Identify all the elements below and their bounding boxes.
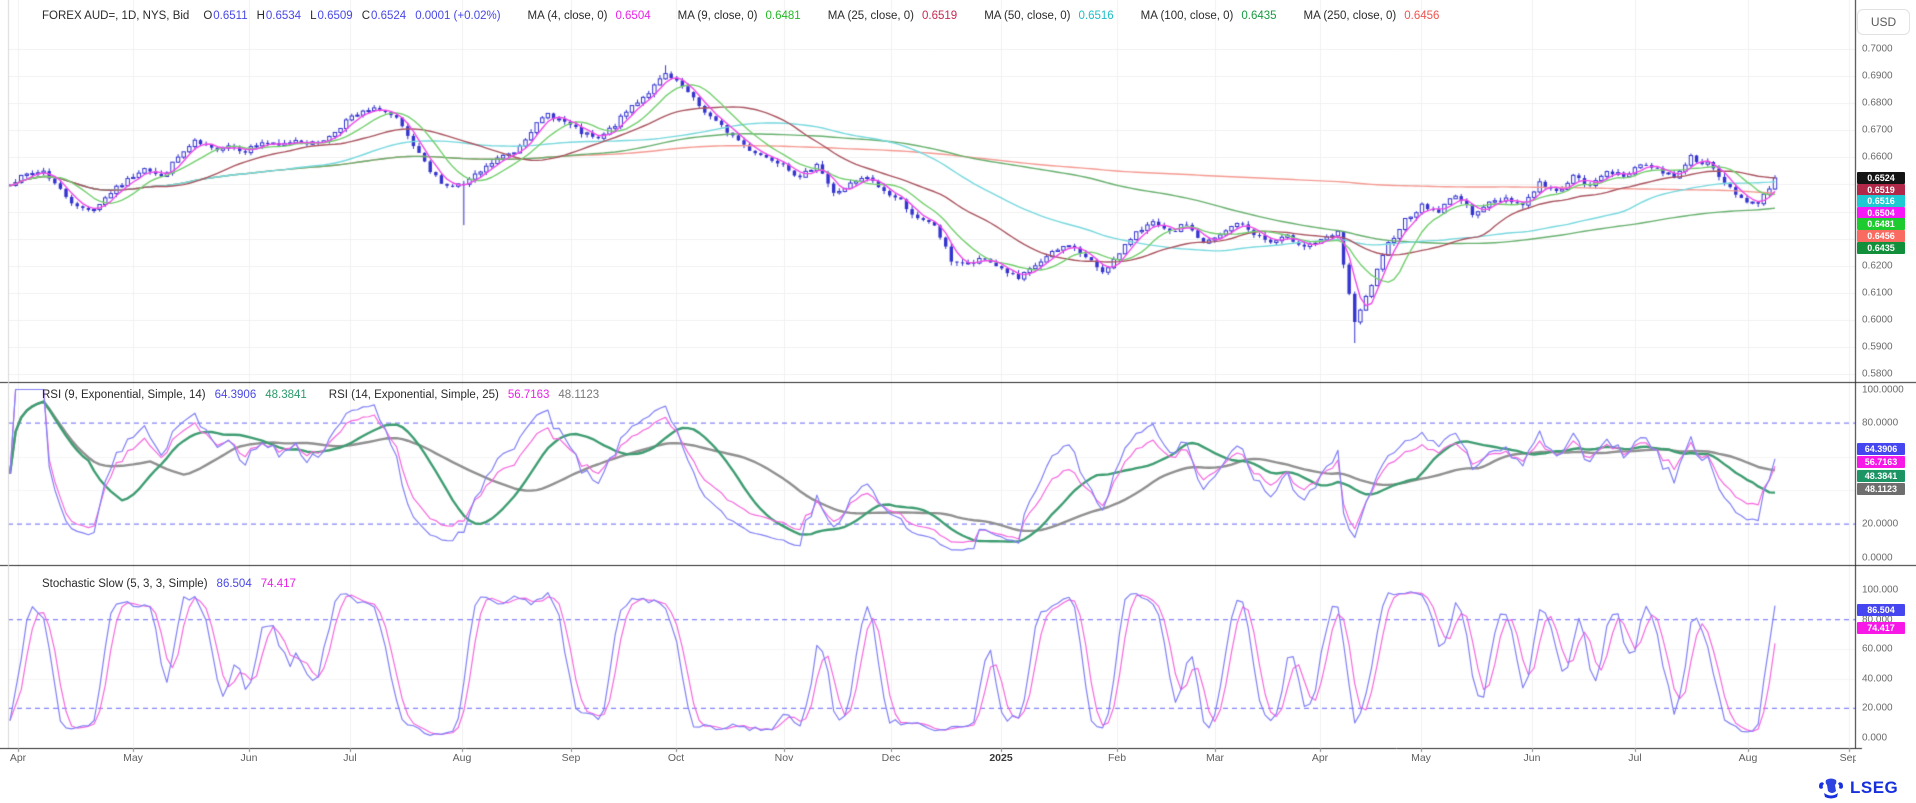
price-badge: 0.6524 [1857, 171, 1905, 184]
legend-segment: C [361, 10, 370, 22]
month-label: Feb [1107, 752, 1127, 764]
legend-segment: 0.6519 [922, 10, 958, 22]
axis-tick-label: 60.000 [1862, 643, 1893, 655]
legend-segment: H [256, 10, 265, 22]
price-badge: 0.6519 [1857, 183, 1905, 196]
legend-segment: 48.3841 [265, 389, 307, 401]
legend-segment: 86.504 [216, 578, 252, 590]
time-axis: Apr May Jun Jul Aug Sep Oct Nov Dec 2025 Feb Mar Apr… [0, 752, 1856, 770]
stoch-badge: 86.504 [1857, 603, 1905, 616]
axis-tick-label: 100.0000 [1862, 384, 1904, 395]
price-badge: 0.6456 [1857, 229, 1905, 242]
axis-tick-label: 0.5900 [1862, 341, 1893, 353]
legend-segment: MA (100, close, 0) [1140, 10, 1234, 22]
rsi-legend: RSI (9, Exponential, Simple, 14) 64.3906 4… [42, 389, 599, 401]
axis-tick-label: 0.6800 [1862, 97, 1893, 109]
legend-segment: 0.6534 [265, 10, 302, 22]
legend-segment: Stochastic Slow (5, 3, 3, Simple) [42, 578, 208, 590]
axis-tick-label: 100.000 [1862, 584, 1899, 596]
lseg-logo-text: LSEG [1850, 778, 1899, 797]
month-label: Mar [1205, 752, 1225, 764]
legend-segment: MA (25, close, 0) [827, 10, 914, 22]
lseg-logo: LSEG [1818, 777, 1898, 799]
rsi-badge: 56.7163 [1857, 456, 1905, 469]
axis-tick-label: 0.000 [1862, 732, 1888, 744]
legend-segment: 0.6481 [765, 10, 801, 22]
axis-tick-label: 80.000 [1862, 614, 1893, 626]
axis-tick-label: 0.6000 [1862, 314, 1893, 326]
month-label: Apr [9, 752, 27, 764]
price-badge: 0.6504 [1857, 206, 1905, 219]
rsi-badge: 48.3841 [1857, 470, 1905, 483]
legend-segment: 0.6435 [1241, 10, 1277, 22]
legend-segment: L [310, 10, 317, 22]
legend-segment: 48.1123 [558, 389, 600, 401]
axis-tick-label: 0.6100 [1862, 287, 1893, 299]
axis-tick-label: 0.6900 [1862, 70, 1893, 82]
price-badge: 0.6516 [1857, 195, 1905, 208]
legend-segment: 0.6456 [1404, 10, 1440, 22]
legend-segment: MA (4, close, 0) [527, 10, 608, 22]
legend-segment: RSI (14, Exponential, Simple, 25) [328, 389, 499, 401]
axis-tick-label: 0.6700 [1862, 124, 1893, 136]
axis-tick-label: 0.6200 [1862, 260, 1893, 272]
month-label: Aug [1738, 752, 1758, 764]
rsi-badge: 48.1123 [1857, 482, 1905, 495]
month-label: Jun [1523, 752, 1541, 764]
lseg-crest-icon [1818, 777, 1844, 799]
currency-axis-button[interactable]: USD [1857, 9, 1910, 35]
month-label: Jun [240, 752, 258, 764]
month-label: May [1411, 752, 1431, 764]
month-label: Jul [343, 752, 357, 764]
legend-segment: FOREX AUD=, 1D, NYS, Bid [42, 10, 190, 22]
legend-segment: MA (9, close, 0) [677, 10, 758, 22]
month-label: Aug [452, 752, 472, 764]
month-label: Nov [774, 752, 794, 764]
price-badge: 0.6435 [1857, 241, 1905, 254]
month-label: 2025 [989, 752, 1013, 764]
legend-segment: 0.6511 [213, 10, 248, 22]
legend-segment: 0.6516 [1078, 10, 1114, 22]
legend-segment: O [203, 10, 213, 22]
month-label: Sep [1839, 752, 1856, 764]
axis-tick-label: 0.6600 [1862, 151, 1893, 163]
legend-segment: 74.417 [260, 578, 296, 590]
month-label: Dec [881, 752, 901, 764]
month-label: Jul [1628, 752, 1642, 764]
legend-segment: 0.6504 [615, 10, 651, 22]
stoch-legend: Stochastic Slow (5, 3, 3, Simple) 86.504 7… [42, 578, 296, 590]
axis-tick-label: 20.000 [1862, 702, 1893, 714]
axis-tick-label: 0.5800 [1862, 368, 1893, 380]
stoch-badge: 74.417 [1857, 621, 1905, 634]
axis-tick-label: 0.0000 [1862, 552, 1893, 564]
legend-segment: MA (250, close, 0) [1303, 10, 1397, 22]
legend-segment: 0.0001 (+0.02%) [415, 10, 501, 22]
month-label: Sep [561, 752, 581, 764]
price-badge: 0.6481 [1857, 218, 1905, 231]
legend-segment: MA (50, close, 0) [984, 10, 1071, 22]
legend-segment: 0.6509 [317, 10, 353, 22]
axis-tick-label: 40.000 [1862, 673, 1893, 685]
main-chart-legend: FOREX AUD=, 1D, NYS, Bid O0.6511 H0.6534 L0… [42, 10, 1439, 22]
axis-tick-label: 80.0000 [1862, 417, 1899, 429]
legend-segment: 0.6524 [371, 10, 407, 22]
axis-tick-label: 20.0000 [1862, 518, 1899, 530]
month-label: Oct [667, 752, 685, 764]
legend-segment: 64.3906 [214, 389, 257, 401]
legend-segment: RSI (9, Exponential, Simple, 14) [42, 389, 206, 401]
axis-tick-label: 0.7000 [1862, 43, 1893, 55]
rsi-badge: 64.3906 [1857, 443, 1905, 456]
legend-segment: 56.7163 [507, 389, 550, 401]
month-label: May [123, 752, 143, 764]
month-label: Apr [1311, 752, 1329, 764]
